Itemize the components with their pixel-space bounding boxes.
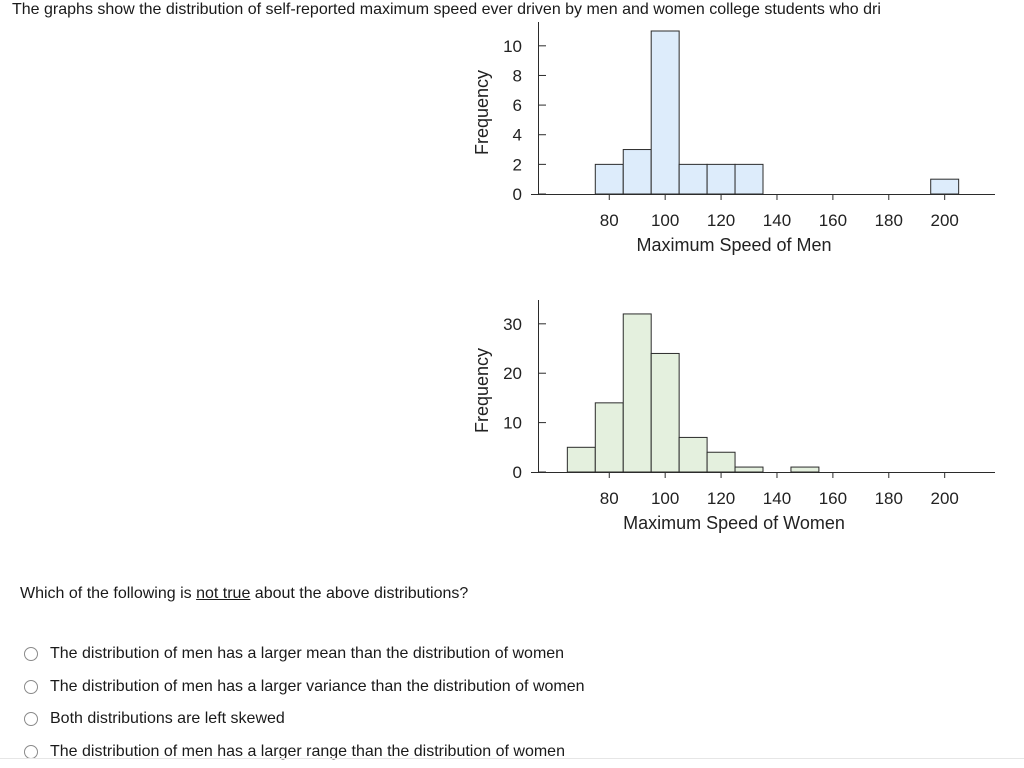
x-tick-label: 140 [763, 211, 791, 230]
y-axis-label: Frequency [472, 348, 492, 433]
answer-options: The distribution of men has a larger mea… [24, 638, 585, 768]
histogram-women-svg: 80 100 120 140 160 180 200 0 10 20 30 Maximum Speed… [0, 300, 1024, 562]
radio-button-1[interactable] [24, 647, 38, 661]
y-tick-label: 0 [513, 463, 522, 482]
radio-button-2[interactable] [24, 680, 38, 694]
x-tick-label: 140 [763, 489, 791, 508]
divider [0, 758, 1024, 759]
x-tick-label: 80 [600, 489, 619, 508]
x-tick-label: 120 [707, 489, 735, 508]
x-tick-label: 160 [819, 489, 847, 508]
histogram-bar [791, 467, 819, 472]
y-tick-label: 2 [513, 155, 522, 174]
histogram-men-svg: 80 100 120 140 160 180 200 0 2 4 6 8 10 Maximum Speed… [0, 22, 1024, 284]
x-tick-label: 200 [930, 489, 958, 508]
x-tick-label: 80 [600, 211, 619, 230]
histogram-bar [735, 467, 763, 472]
answer-option-4[interactable]: The distribution of men has a larger ran… [24, 736, 585, 768]
histogram-bar [595, 164, 623, 194]
question-text: Which of the following is not true about… [20, 585, 468, 603]
histogram-bar [735, 164, 763, 194]
y-tick-label: 30 [503, 315, 522, 334]
y-tick-label: 8 [513, 66, 522, 85]
answer-option-2[interactable]: The distribution of men has a larger var… [24, 671, 585, 704]
x-tick-label: 160 [819, 211, 847, 230]
y-tick-label: 10 [503, 37, 522, 56]
radio-button-3[interactable] [24, 712, 38, 726]
y-tick-label: 10 [503, 414, 522, 433]
histogram-men: 80 100 120 140 160 180 200 0 2 4 6 8 10 Maximum Speed… [0, 22, 1024, 284]
histogram-bar [567, 447, 595, 472]
histogram-bar [623, 150, 651, 194]
histogram-bar [651, 31, 679, 194]
histogram-bar [679, 437, 707, 472]
x-tick-label: 120 [707, 211, 735, 230]
histogram-bar [651, 353, 679, 472]
answer-option-1-label: The distribution of men has a larger mea… [50, 645, 564, 663]
question-header: The graphs show the distribution of self… [12, 1, 881, 19]
answer-option-3[interactable]: Both distributions are left skewed [24, 703, 585, 736]
y-tick-label: 6 [513, 96, 522, 115]
histogram-bar [595, 403, 623, 472]
histogram-bar [707, 164, 735, 194]
question-emphasis: not true [196, 585, 250, 602]
histogram-bar [679, 164, 707, 194]
x-tick-label: 200 [930, 211, 958, 230]
answer-option-1[interactable]: The distribution of men has a larger mea… [24, 638, 585, 671]
y-tick-label: 20 [503, 364, 522, 383]
x-tick-label: 180 [875, 211, 903, 230]
histogram-bar [931, 179, 959, 194]
y-tick-label: 4 [513, 126, 522, 145]
x-tick-label: 100 [651, 211, 679, 230]
histogram-women: 80 100 120 140 160 180 200 0 10 20 30 Maximum Speed… [0, 300, 1024, 562]
answer-option-2-label: The distribution of men has a larger var… [50, 678, 585, 696]
answer-option-3-label: Both distributions are left skewed [50, 710, 285, 728]
question-prefix: Which of the following is [20, 585, 196, 602]
histogram-bar [623, 314, 651, 472]
x-tick-label: 100 [651, 489, 679, 508]
x-axis-label: Maximum Speed of Men [636, 235, 831, 255]
question-suffix: about the above distributions? [250, 585, 468, 602]
x-axis-label: Maximum Speed of Women [623, 513, 845, 533]
x-tick-label: 180 [875, 489, 903, 508]
y-tick-label: 0 [513, 185, 522, 204]
y-axis-label: Frequency [472, 70, 492, 155]
histogram-bar [707, 452, 735, 472]
radio-button-4[interactable] [24, 745, 38, 759]
